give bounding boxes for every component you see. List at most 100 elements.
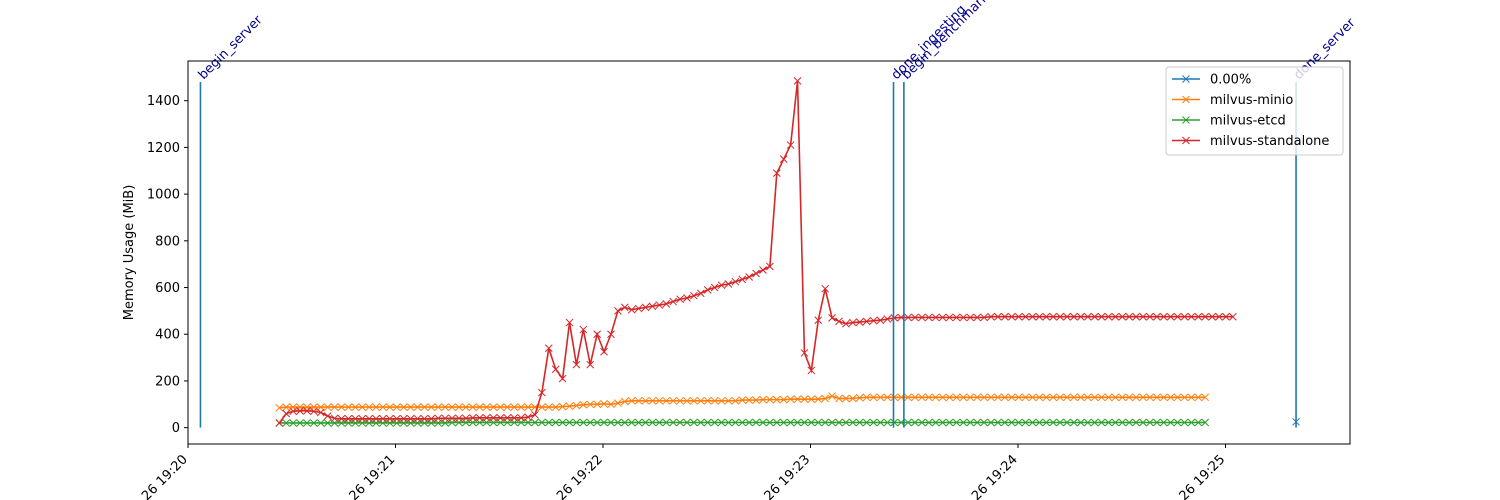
data-point xyxy=(1000,393,1009,402)
data-point xyxy=(994,418,1002,427)
data-point xyxy=(1187,418,1196,427)
data-point xyxy=(1007,312,1016,321)
data-point xyxy=(828,418,836,427)
data-point xyxy=(835,394,843,403)
data-point xyxy=(379,414,387,423)
data-point xyxy=(586,400,595,409)
data-point xyxy=(614,418,622,427)
data-point xyxy=(938,313,947,322)
data-point xyxy=(1090,312,1099,321)
data-point xyxy=(1208,312,1216,321)
data-point xyxy=(821,418,830,427)
data-point xyxy=(738,396,747,404)
data-point xyxy=(303,406,311,415)
data-point xyxy=(676,418,684,427)
data-point xyxy=(994,312,1002,321)
data-point xyxy=(779,155,788,163)
data-point xyxy=(337,403,346,411)
data-point xyxy=(1125,418,1134,427)
data-point xyxy=(524,413,532,421)
data-point xyxy=(1097,393,1106,402)
data-point xyxy=(634,418,643,427)
data-point xyxy=(1201,418,1210,427)
data-point xyxy=(683,294,691,302)
data-point xyxy=(1104,312,1113,321)
data-point xyxy=(662,300,671,308)
data-point xyxy=(641,418,650,427)
data-point xyxy=(344,403,353,411)
data-point xyxy=(717,281,726,290)
data-point xyxy=(855,418,864,427)
data-point xyxy=(565,402,574,411)
data-point xyxy=(455,414,463,423)
data-point xyxy=(683,418,691,427)
legend-item: milvus-etcd xyxy=(1172,114,1286,129)
data-point xyxy=(572,418,581,427)
data-point xyxy=(696,418,705,427)
data-point xyxy=(807,395,816,404)
data-point xyxy=(1146,418,1154,427)
data-point xyxy=(724,396,733,405)
data-point xyxy=(655,418,664,427)
data-point xyxy=(966,393,975,402)
data-point xyxy=(835,418,843,427)
data-point xyxy=(987,418,995,427)
data-point xyxy=(1118,312,1127,321)
plot-frame xyxy=(187,60,1351,445)
data-point xyxy=(531,410,539,419)
data-point xyxy=(330,414,339,423)
data-point xyxy=(558,418,567,427)
data-point xyxy=(669,418,678,427)
data-point xyxy=(399,414,408,423)
data-point xyxy=(1125,393,1134,402)
data-point xyxy=(1180,418,1189,427)
data-point xyxy=(1007,393,1016,402)
data-point xyxy=(821,394,830,403)
data-point xyxy=(1166,393,1175,402)
data-point xyxy=(413,403,422,411)
data-point xyxy=(1035,418,1044,427)
data-point xyxy=(655,396,664,405)
data-point xyxy=(911,393,919,402)
data-point xyxy=(1104,393,1113,402)
data-point xyxy=(468,413,477,422)
data-point xyxy=(800,349,809,357)
data-point xyxy=(517,413,525,422)
data-point xyxy=(745,418,754,427)
data-point xyxy=(296,419,304,427)
data-point xyxy=(316,408,325,417)
legend-box xyxy=(1165,66,1344,156)
data-point xyxy=(869,418,878,427)
data-point xyxy=(807,366,816,375)
y-axis-label: Memory Usage (MiB) xyxy=(122,185,137,321)
data-point xyxy=(717,396,726,405)
data-point xyxy=(807,418,816,427)
data-point xyxy=(420,414,429,423)
data-point xyxy=(641,396,650,405)
data-point xyxy=(434,414,443,423)
data-point xyxy=(710,283,719,292)
data-point xyxy=(759,418,767,427)
data-point xyxy=(848,418,857,427)
data-point xyxy=(406,414,415,423)
data-point xyxy=(738,418,747,427)
data-point xyxy=(1028,418,1037,427)
data-point xyxy=(1159,312,1168,321)
data-point xyxy=(1000,312,1009,321)
data-point xyxy=(309,407,318,416)
data-point xyxy=(966,313,975,322)
data-point xyxy=(275,419,284,427)
data-point xyxy=(572,401,581,410)
data-point xyxy=(1021,418,1030,427)
y-tick-label: 800 xyxy=(155,234,180,249)
data-point xyxy=(1076,418,1085,427)
data-point xyxy=(1139,393,1147,402)
x-tick-label: 26 19:21 xyxy=(347,452,399,500)
data-point xyxy=(759,266,767,274)
data-point xyxy=(372,414,380,423)
data-point xyxy=(1173,312,1182,321)
data-point xyxy=(752,396,760,404)
data-point xyxy=(344,414,353,423)
data-point xyxy=(593,330,602,339)
data-point xyxy=(924,418,933,427)
